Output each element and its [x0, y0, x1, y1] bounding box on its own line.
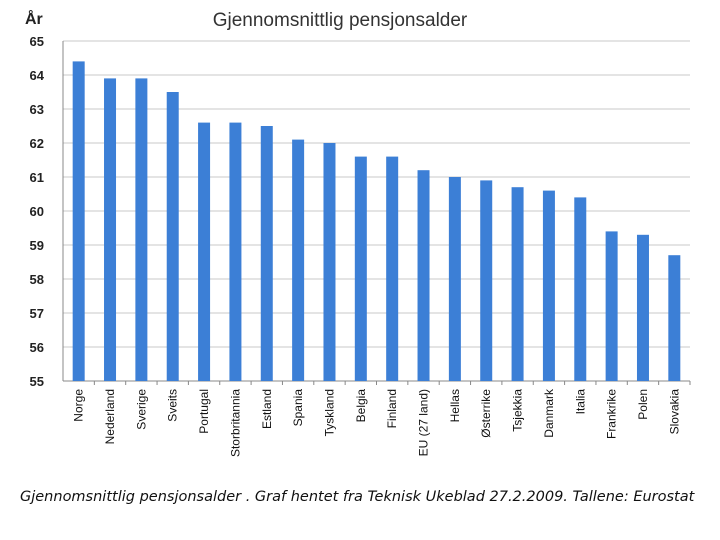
bar [417, 170, 430, 381]
x-tick-label: Slovakia [667, 389, 681, 435]
x-tick-label: Spania [291, 389, 305, 427]
bar [292, 139, 305, 381]
figure-caption: Gjennomsnittlig pensjonsalder . Graf hen… [20, 489, 695, 505]
x-tick-label: Portugal [197, 389, 211, 434]
x-tick-label: Norge [72, 389, 86, 422]
bar [323, 143, 336, 381]
bar [574, 197, 587, 381]
x-tick-label: EU (27 land) [417, 389, 431, 456]
bar [605, 231, 618, 381]
x-tick-label: Tyskland [322, 389, 336, 436]
x-tick-label: Hellas [448, 389, 462, 422]
bar [542, 190, 555, 381]
y-tick-label: 57 [30, 306, 44, 321]
gridlines [63, 40, 690, 382]
bar [260, 126, 273, 381]
x-tick-label: Sverige [134, 389, 148, 430]
y-tick-label: 63 [30, 102, 44, 117]
y-tick-label: 61 [30, 170, 44, 185]
x-tick-label: Danmark [542, 388, 556, 438]
chart-title: Gjennomsnittlig pensjonsalder [213, 10, 468, 31]
x-tick-label: Østerrike [479, 389, 493, 438]
bar [72, 61, 85, 382]
y-tick-label: 59 [30, 238, 44, 253]
bar [668, 255, 681, 381]
y-tick-label: 58 [30, 272, 44, 287]
y-tick-label: 62 [30, 136, 44, 151]
bar [104, 78, 117, 382]
bar-chart: Gjennomsnittlig pensjonsalder År 55 56 57 5… [25, 9, 691, 457]
bar [511, 187, 524, 381]
y-tick-label: 60 [30, 204, 44, 219]
x-tick-label: Estland [260, 389, 274, 429]
x-tick-label: Frankrike [605, 389, 619, 439]
bar [135, 78, 148, 382]
bar [386, 156, 399, 381]
bars [72, 61, 681, 382]
bar [229, 122, 242, 381]
x-tick-label: Belgia [354, 389, 368, 423]
x-tick-label: Finland [385, 389, 399, 428]
bar [354, 156, 367, 381]
y-tick-label: 55 [30, 374, 44, 389]
bar [480, 180, 493, 381]
x-tick-label: Sveits [166, 389, 180, 422]
y-tick-label: 64 [30, 68, 45, 83]
x-axis: Norge Nederland Sverige Sveits Portugal Storb… [72, 381, 691, 457]
x-tick-label: Italia [573, 389, 587, 415]
bar [198, 122, 211, 381]
x-tick-label: Storbritannia [228, 389, 242, 457]
bar [448, 177, 461, 381]
x-tick-label: Polen [636, 389, 650, 420]
bar [636, 234, 649, 381]
y-axis-label: År [25, 9, 43, 28]
y-tick-label: 56 [30, 340, 44, 355]
bar [166, 92, 179, 381]
x-tick-label: Nederland [103, 389, 117, 444]
x-tick-label: Tsjekkia [511, 389, 525, 432]
y-tick-label: 65 [30, 34, 44, 49]
